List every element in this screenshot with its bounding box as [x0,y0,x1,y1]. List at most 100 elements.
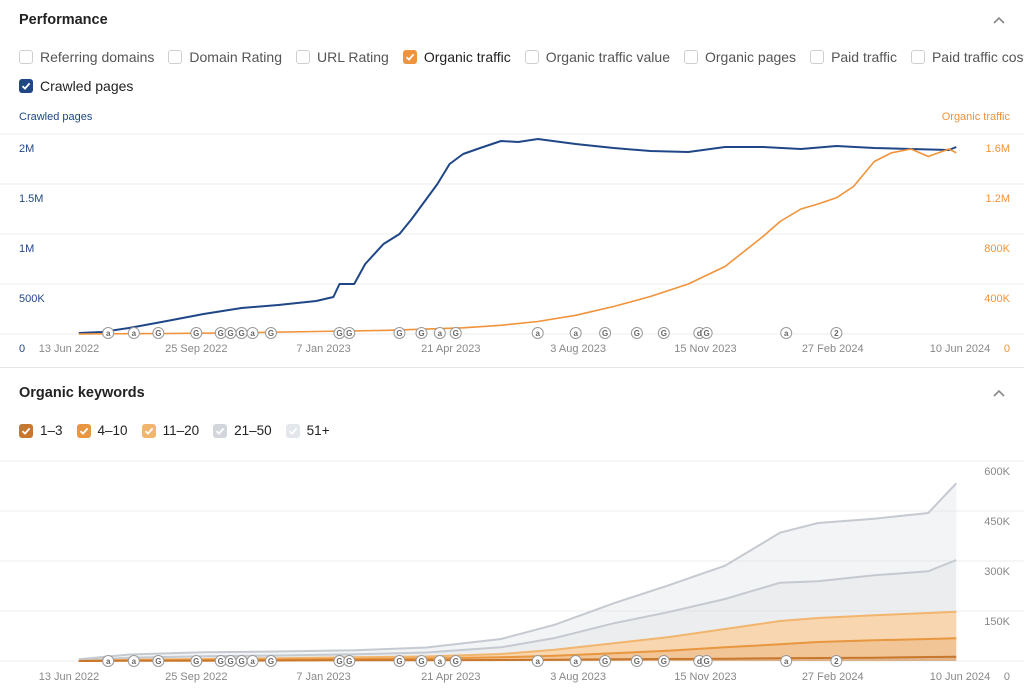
legend-paid-traffic[interactable]: Paid traffic [810,49,897,65]
x-tick-label: 10 Jun 2024 [930,671,991,683]
legend-label: 11–20 [162,423,200,438]
annotation-label: G [396,329,402,338]
annotation-circle [830,655,843,667]
checkbox-crawled-pages[interactable] [19,79,33,93]
annotation-marker: G [235,327,248,339]
area-21-50 [78,560,957,661]
annotation-label: G [155,329,161,338]
area-51 [78,483,957,661]
annotation-circle [657,327,670,339]
legend-crawled-pages[interactable]: Crawled pages [19,78,133,94]
legend-label: Organic pages [705,49,797,65]
legend-51[interactable]: 51+ [285,423,330,438]
checkbox-paid-traffic[interactable] [810,50,825,64]
annotation-marker: G [630,655,643,667]
annotation-label: G [193,657,199,666]
left-y-tick-label: 1M [19,243,34,255]
checkbox-organic-traffic[interactable] [402,50,417,64]
annotation-label: G [193,329,199,338]
area-4-10 [78,638,957,661]
annotation-marker: G [264,327,277,339]
annotation-marker: G [235,655,248,667]
annotation-marker: a [780,327,793,339]
annotation-label: a [536,657,541,666]
checkbox-domain-rating[interactable] [168,50,183,64]
legend-domain-rating[interactable]: Domain Rating [168,49,282,65]
annotation-label: a [784,657,789,666]
x-tick-label: 25 Sep 2022 [165,343,227,355]
checkbox-21-50[interactable] [213,423,228,438]
annotation-label: G [634,329,640,338]
checkbox-51[interactable] [285,423,300,438]
checkbox-url-rating[interactable] [296,50,310,64]
legend-url-rating[interactable]: URL Rating [296,49,389,65]
annotation-circle [531,327,544,339]
annotation-circle [152,327,165,339]
annotation-label: G [346,329,352,338]
area-1-3 [78,656,957,661]
annotation-marker: G [190,327,203,339]
annotation-circle [449,655,462,667]
checkbox-4-10[interactable] [76,423,91,438]
x-tick-label: 15 Nov 2023 [674,671,736,683]
collapse-keywords-chevron-icon[interactable] [992,388,1006,398]
annotation-marker: G [449,655,462,667]
annotation-circle [780,327,793,339]
annotation-circle [246,655,259,667]
annotation-label: G [453,329,459,338]
x-tick-label: 3 Aug 2023 [550,343,606,355]
annotation-label: d [697,657,702,666]
annotation-marker: G [700,655,713,667]
annotation-marker: G [224,327,237,339]
annotation-label: d [697,329,702,338]
annotation-label: 2 [834,329,839,338]
checkbox-referring-domains[interactable] [19,50,33,64]
annotation-marker: a [433,655,446,667]
legend-21-50[interactable]: 21–50 [213,423,272,438]
annotation-label: G [661,657,667,666]
annotation-label: a [132,657,137,666]
checkbox-1-3[interactable] [19,423,33,438]
legend-organic-traffic-value[interactable]: Organic traffic value [524,49,670,65]
x-tick-label: 7 Jan 2023 [296,343,350,355]
checkbox-organic-pages[interactable] [684,50,698,64]
annotation-label: G [634,657,640,666]
legend-label: Domain Rating [189,49,282,65]
legend-4-10[interactable]: 4–10 [76,423,128,438]
annotation-circle [152,655,165,667]
x-tick-label: 3 Aug 2023 [550,671,606,683]
annotation-marker: a [127,327,140,339]
legend-organic-traffic[interactable]: Organic traffic [402,49,511,65]
legend-organic-pages[interactable]: Organic pages [684,49,796,65]
annotation-marker: 2 [830,655,843,667]
collapse-performance-chevron-icon[interactable] [992,15,1006,25]
annotation-label: G [661,329,667,338]
checkbox-organic-traffic-value[interactable] [524,50,539,64]
annotation-label: G [602,329,608,338]
annotation-marker: G [190,655,203,667]
legend-11-20[interactable]: 11–20 [141,423,200,438]
legend-label: 4–10 [97,423,128,438]
legend-1-3[interactable]: 1–3 [19,423,63,438]
checkbox-11-20[interactable] [141,423,156,438]
legend-paid-traffic-cost[interactable]: Paid traffic cost [910,49,1024,65]
series-line-crawled-pages [78,138,957,334]
annotation-marker: a [569,655,582,667]
annotation-circle [569,327,582,339]
annotation-marker: G [214,655,227,667]
keyword-bucket-legend: 1–3 4–10 11–20 21–50 51+ [19,423,344,438]
annotation-marker: G [343,655,356,667]
x-tick-label: 25 Sep 2022 [165,671,227,683]
annotation-circle [569,655,582,667]
right-y-tick-label: 1.2M [986,193,1010,205]
annotation-circle [102,327,115,339]
y-tick-label: 450K [984,516,1010,528]
annotation-circle [700,327,713,339]
annotation-marker: G [214,327,227,339]
annotation-marker: a [569,327,582,339]
checkbox-paid-traffic-cost[interactable] [910,50,925,64]
legend-referring-domains[interactable]: Referring domains [19,49,154,65]
annotation-label: G [336,329,342,338]
annotation-marker: G [152,655,165,667]
